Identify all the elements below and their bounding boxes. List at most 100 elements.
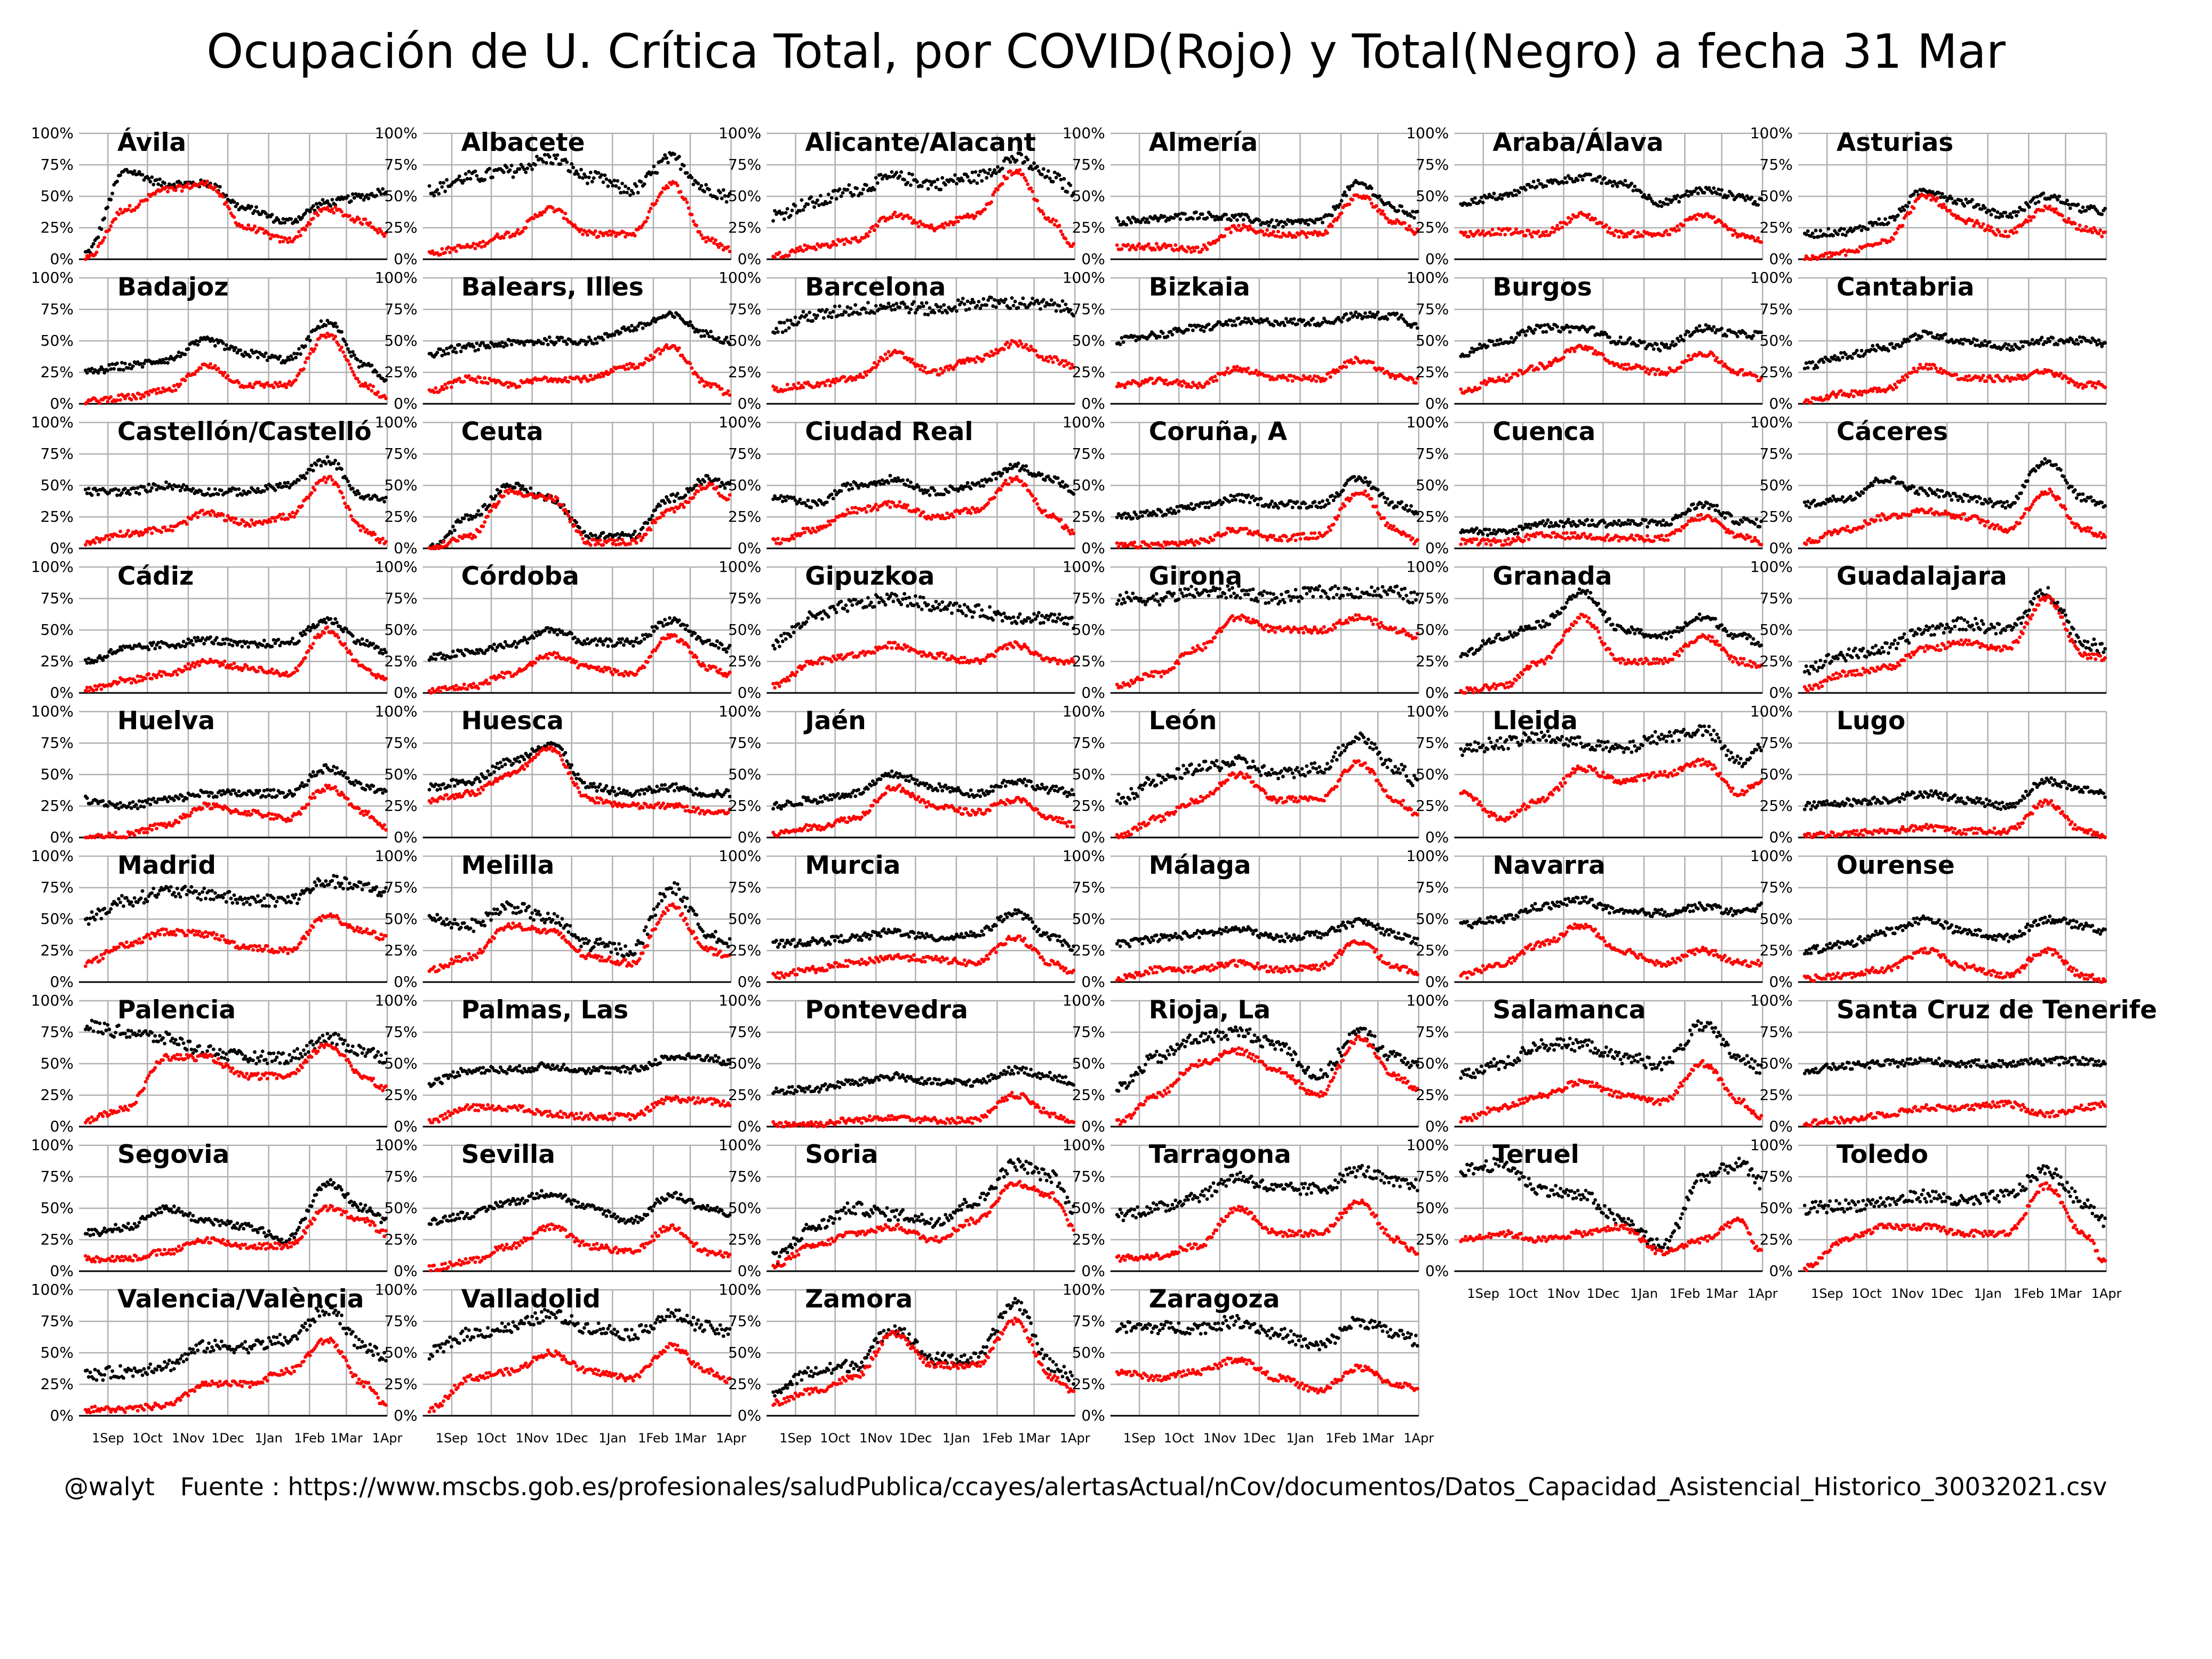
data-point	[1841, 355, 1844, 360]
data-point	[1674, 229, 1678, 233]
data-point	[1472, 200, 1475, 204]
y-tick-label: 75%	[1760, 300, 1793, 318]
data-point	[2076, 227, 2080, 231]
data-point	[1959, 338, 1963, 342]
data-point	[1229, 230, 1233, 235]
data-point	[1536, 178, 1540, 182]
data-point	[1620, 231, 1624, 235]
data-point	[289, 217, 293, 221]
data-point	[1339, 211, 1344, 215]
data-point	[1608, 335, 1611, 339]
y-tick-label: 25%	[384, 363, 417, 381]
data-point	[1839, 227, 1843, 230]
data-point	[109, 224, 113, 228]
data-point	[940, 310, 945, 315]
data-point	[1027, 348, 1032, 353]
data-point	[1194, 210, 1198, 214]
data-point	[600, 371, 604, 375]
data-point	[774, 326, 778, 331]
data-point	[1008, 160, 1012, 164]
data-point	[1490, 339, 1495, 344]
data-point	[1459, 387, 1463, 392]
data-point	[1265, 317, 1269, 321]
data-point	[2100, 212, 2104, 217]
data-point	[861, 187, 865, 192]
data-point	[1387, 372, 1391, 376]
data-point	[709, 330, 713, 333]
data-point	[1347, 317, 1352, 321]
data-point	[86, 486, 91, 491]
data-point	[1344, 365, 1348, 369]
data-point	[1883, 217, 1887, 221]
data-point	[652, 355, 656, 360]
data-point	[207, 487, 211, 491]
data-point	[1674, 342, 1678, 347]
data-point	[860, 192, 864, 196]
data-point	[163, 361, 166, 365]
data-point	[1679, 334, 1683, 338]
data-point	[1049, 356, 1053, 361]
data-point	[1984, 379, 1989, 383]
data-point	[1059, 178, 1063, 181]
data-point	[1677, 339, 1681, 343]
data-point	[824, 384, 827, 387]
data-point	[1566, 216, 1570, 220]
data-point	[360, 193, 364, 197]
data-point	[304, 228, 307, 232]
data-point	[1656, 368, 1660, 371]
data-point	[147, 482, 151, 486]
data-point	[1855, 348, 1859, 353]
data-point	[647, 358, 651, 362]
data-point	[1205, 216, 1209, 220]
data-point	[673, 315, 676, 319]
data-point	[1343, 190, 1347, 194]
data-point	[475, 174, 479, 178]
data-point	[1336, 216, 1340, 219]
data-point	[209, 362, 212, 366]
y-tick-label: 50%	[1760, 187, 1793, 205]
data-point	[1696, 192, 1700, 195]
data-point	[1395, 312, 1399, 315]
data-point	[2030, 338, 2034, 342]
data-point	[1598, 174, 1602, 179]
data-point	[443, 189, 447, 194]
data-point	[1037, 301, 1041, 306]
data-point	[1115, 385, 1119, 389]
data-point	[808, 310, 812, 315]
data-point	[213, 487, 217, 491]
data-point	[814, 248, 818, 252]
data-point	[698, 230, 702, 234]
data-point	[1664, 197, 1668, 201]
data-point	[448, 250, 452, 254]
data-point	[451, 349, 455, 354]
data-point	[1186, 328, 1190, 332]
data-point	[481, 240, 485, 244]
data-point	[1687, 354, 1691, 358]
data-point	[1049, 298, 1053, 302]
data-point	[612, 179, 617, 182]
data-point	[1145, 217, 1149, 221]
data-point	[96, 492, 100, 497]
data-point	[1712, 354, 1716, 357]
data-point	[276, 385, 281, 388]
data-point	[1231, 369, 1234, 372]
data-point	[920, 364, 924, 368]
data-point	[849, 375, 853, 379]
data-point	[895, 171, 899, 174]
data-point	[352, 353, 356, 357]
data-point	[863, 235, 867, 240]
panel: 0%25%50%75%100% Albacete	[375, 124, 732, 268]
data-point	[1267, 374, 1271, 378]
data-point	[956, 219, 960, 224]
data-point	[778, 251, 781, 254]
data-point	[698, 380, 702, 384]
data-point	[443, 382, 447, 387]
data-point	[256, 356, 260, 360]
data-point	[1124, 223, 1129, 227]
data-point	[1697, 324, 1702, 328]
data-point	[790, 209, 794, 212]
data-point	[118, 208, 123, 211]
data-point	[212, 492, 215, 497]
data-point	[1120, 336, 1124, 340]
data-point	[1615, 184, 1619, 188]
